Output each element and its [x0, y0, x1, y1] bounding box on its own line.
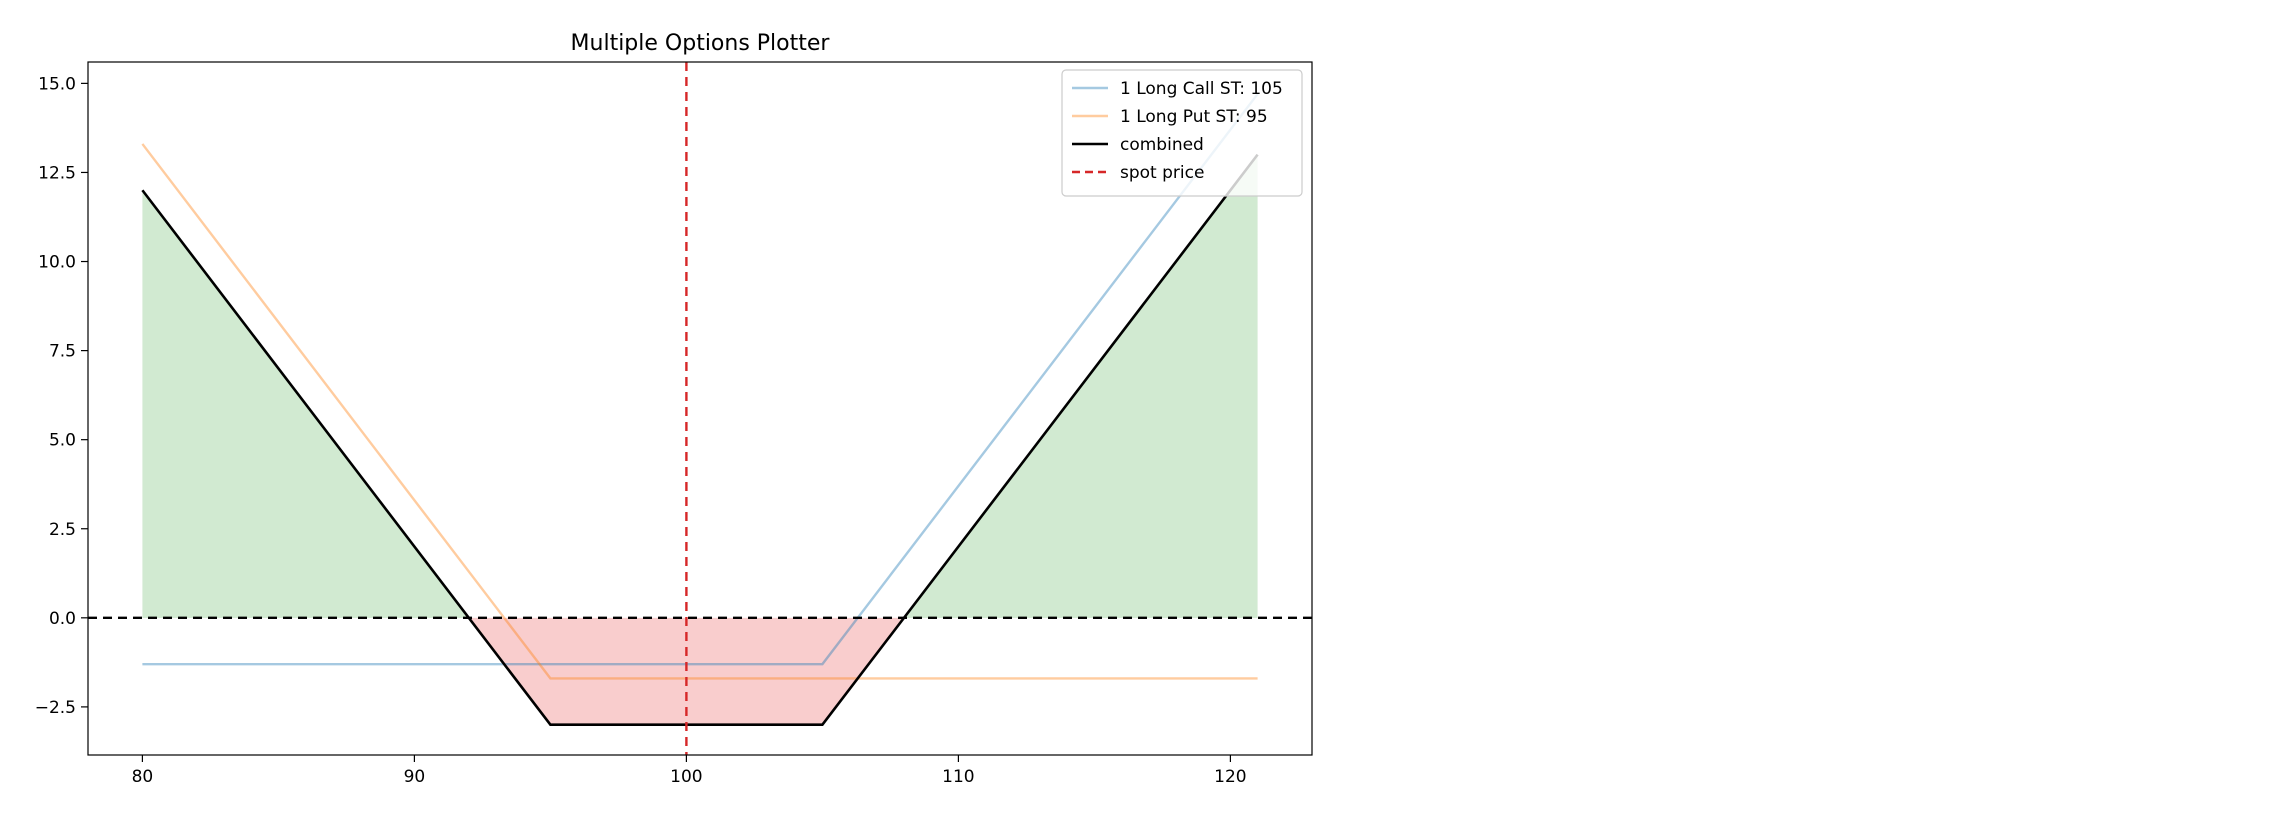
y-tick-label: 12.5: [38, 163, 76, 183]
y-tick-label: 10.0: [38, 253, 76, 273]
x-tick-label: 100: [670, 767, 702, 787]
y-tick-label: 15.0: [38, 74, 76, 94]
y-tick-label: 5.0: [49, 431, 76, 451]
y-tick-label: 7.5: [49, 342, 76, 362]
x-tick-label: 110: [942, 767, 974, 787]
series-line-1: [141, 143, 1258, 680]
y-tick-label: 2.5: [49, 520, 76, 540]
y-tick-label: −2.5: [35, 698, 76, 718]
reference-lines: [88, 62, 1312, 755]
x-tick-label: 120: [1214, 767, 1246, 787]
y-tick-label: 0.0: [49, 609, 76, 629]
legend-label: 1 Long Put ST: 95: [1120, 107, 1268, 127]
axes-frame: [87, 61, 1313, 756]
legend: 1 Long Call ST: 105 1 Long Put ST: 95 comb…: [1061, 69, 1303, 197]
legend-box: [1061, 69, 1303, 197]
legend-label: spot price: [1120, 163, 1204, 183]
y-axis-ticks: −2.5 0.0 2.5 5.0 7.5 10.0 12.5 15.0: [35, 74, 88, 718]
x-tick-label: 90: [404, 767, 426, 787]
series-line-0: [142, 93, 1259, 666]
legend-label: combined: [1120, 135, 1204, 155]
x-tick-label: 80: [132, 767, 154, 787]
x-axis-ticks: 80 90 100 110 120: [132, 755, 1247, 787]
chart-title: Multiple Options Plotter: [571, 31, 831, 56]
legend-label: 1 Long Call ST: 105: [1120, 79, 1283, 99]
loss-area: [142, 617, 1258, 725]
profit-loss-fills: [142, 154, 1258, 725]
profit-area: [142, 154, 1258, 618]
